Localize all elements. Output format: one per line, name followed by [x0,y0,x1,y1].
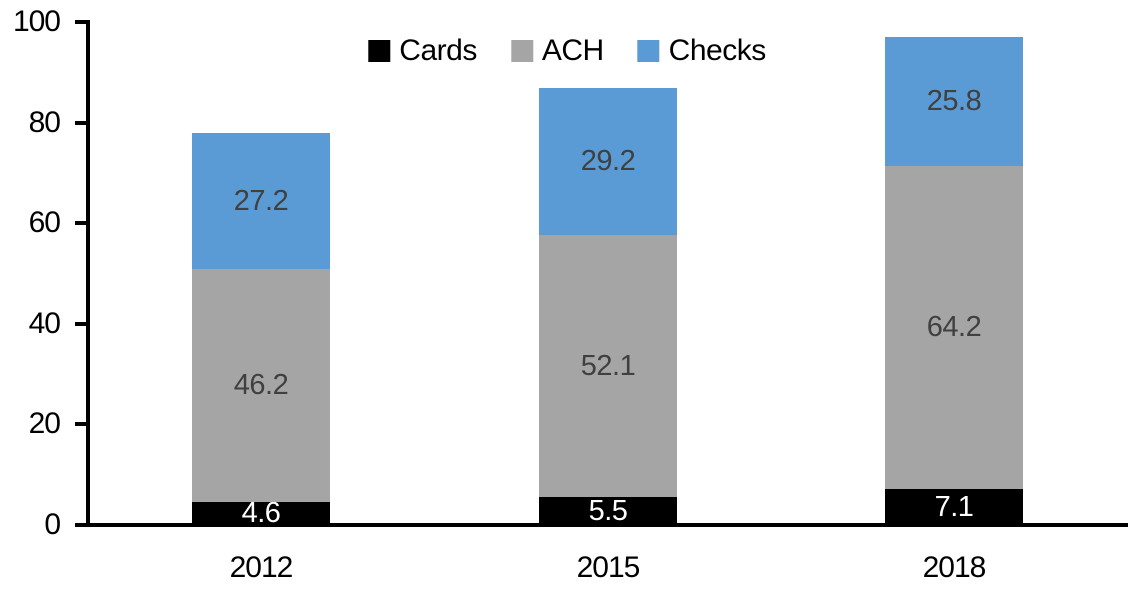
y-axis-line [86,20,90,527]
legend-item-checks: Checks [637,34,767,67]
legend-swatch-cards [368,40,391,62]
bar-segment-checks-2015: 29.2 [539,88,677,236]
y-axis-tick [75,422,86,427]
y-tick-label: 0 [44,508,61,541]
segment-value-label: 64.2 [926,311,982,344]
y-tick-label: 40 [28,306,61,340]
segment-value-label: 52.1 [580,349,636,382]
legend-item-ach: ACH [510,34,604,67]
segment-value-label: 7.1 [934,490,974,523]
segment-value-label: 5.5 [588,494,628,527]
y-axis-tick [75,321,86,326]
y-tick-label: 80 [28,105,61,139]
x-axis-label-2012: 2012 [229,551,294,584]
y-axis-tick [75,221,86,226]
y-tick-label: 100 [12,5,61,38]
segment-value-label: 29.2 [580,145,636,178]
bar-segment-cards-2015: 5.5 [539,494,677,527]
y-tick-label: 60 [28,206,61,240]
segment-value-label: 25.8 [926,84,982,117]
legend-label: Checks [668,34,767,67]
y-axis-tick [75,523,86,527]
legend-label: ACH [541,34,604,67]
legend: Cards ACH Checks [368,34,767,67]
bar-segment-checks-2018: 25.8 [885,36,1023,167]
legend-swatch-ach [510,40,533,62]
x-axis-label-2018: 2018 [922,551,987,584]
x-axis-line [86,523,1128,527]
bar-segment-checks-2012: 27.2 [192,132,330,270]
bar-segment-ach-2018: 64.2 [885,166,1023,490]
y-axis-tick [75,20,86,24]
bar-segment-cards-2012: 4.6 [192,497,330,529]
legend-item-cards: Cards [368,36,477,66]
segment-value-label: 46.2 [233,369,289,402]
segment-value-label: 27.2 [233,184,289,217]
bar-segment-ach-2012: 46.2 [192,269,330,502]
legend-swatch-checks [637,40,660,62]
x-axis-label-2015: 2015 [576,551,641,584]
legend-label: Cards [399,34,477,67]
bar-segment-cards-2018: 7.1 [885,489,1023,525]
y-tick-label: 20 [28,407,61,441]
bar-segment-ach-2015: 52.1 [539,235,677,498]
y-axis-tick [75,120,86,125]
